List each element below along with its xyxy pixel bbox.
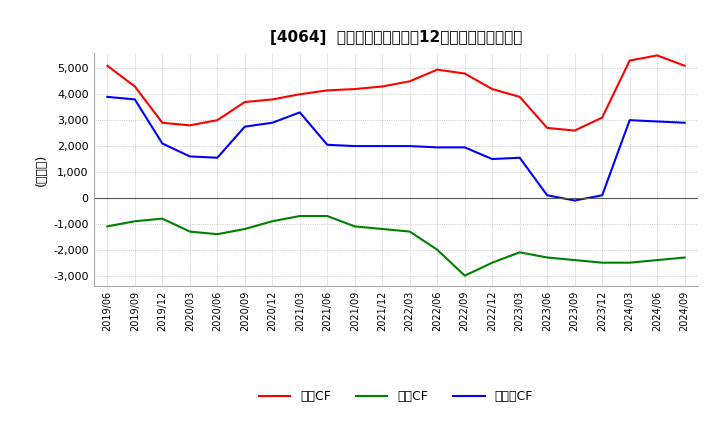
フリーCF [488, 156, 497, 161]
フリーCF [213, 155, 222, 160]
投資CF [130, 219, 139, 224]
投資CF [570, 257, 579, 263]
投資CF [158, 216, 166, 221]
フリーCF [405, 143, 414, 149]
営業CF [598, 115, 606, 120]
フリーCF [680, 120, 689, 125]
営業CF [158, 120, 166, 125]
投資CF [268, 219, 276, 224]
フリーCF [653, 119, 662, 124]
営業CF [405, 79, 414, 84]
フリーCF [103, 94, 112, 99]
フリーCF [351, 143, 359, 149]
フリーCF [268, 120, 276, 125]
投資CF [680, 255, 689, 260]
投資CF [323, 213, 332, 219]
投資CF [433, 247, 441, 253]
投資CF [103, 224, 112, 229]
営業CF [213, 117, 222, 123]
営業CF [130, 84, 139, 89]
営業CF [323, 88, 332, 93]
営業CF [626, 58, 634, 63]
投資CF [598, 260, 606, 265]
営業CF [680, 63, 689, 68]
Y-axis label: (百万円): (百万円) [35, 153, 48, 186]
フリーCF [323, 142, 332, 147]
投資CF [460, 273, 469, 278]
投資CF [516, 249, 524, 255]
Line: 投資CF: 投資CF [107, 216, 685, 275]
営業CF [103, 63, 112, 68]
投資CF [543, 255, 552, 260]
営業CF [653, 53, 662, 58]
営業CF [460, 71, 469, 76]
フリーCF [598, 193, 606, 198]
フリーCF [186, 154, 194, 159]
フリーCF [460, 145, 469, 150]
営業CF [516, 94, 524, 99]
営業CF [488, 86, 497, 92]
投資CF [295, 213, 304, 219]
投資CF [351, 224, 359, 229]
営業CF [543, 125, 552, 131]
営業CF [570, 128, 579, 133]
Line: 営業CF: 営業CF [107, 55, 685, 131]
投資CF [240, 226, 249, 231]
フリーCF [240, 124, 249, 129]
営業CF [240, 99, 249, 105]
Line: フリーCF: フリーCF [107, 97, 685, 201]
フリーCF [130, 97, 139, 102]
フリーCF [433, 145, 441, 150]
営業CF [186, 123, 194, 128]
フリーCF [295, 110, 304, 115]
営業CF [351, 86, 359, 92]
フリーCF [570, 198, 579, 203]
フリーCF [158, 141, 166, 146]
Legend: 営業CF, 投資CF, フリーCF: 営業CF, 投資CF, フリーCF [254, 385, 538, 408]
投資CF [378, 226, 387, 231]
営業CF [295, 92, 304, 97]
営業CF [378, 84, 387, 89]
投資CF [626, 260, 634, 265]
フリーCF [516, 155, 524, 160]
フリーCF [626, 117, 634, 123]
投資CF [653, 257, 662, 263]
投資CF [186, 229, 194, 234]
投資CF [488, 260, 497, 265]
フリーCF [378, 143, 387, 149]
投資CF [213, 231, 222, 237]
営業CF [268, 97, 276, 102]
フリーCF [543, 193, 552, 198]
Title: [4064]  キャッシュフローの12か月移動合計の推移: [4064] キャッシュフローの12か月移動合計の推移 [270, 29, 522, 45]
営業CF [433, 67, 441, 72]
投資CF [405, 229, 414, 234]
